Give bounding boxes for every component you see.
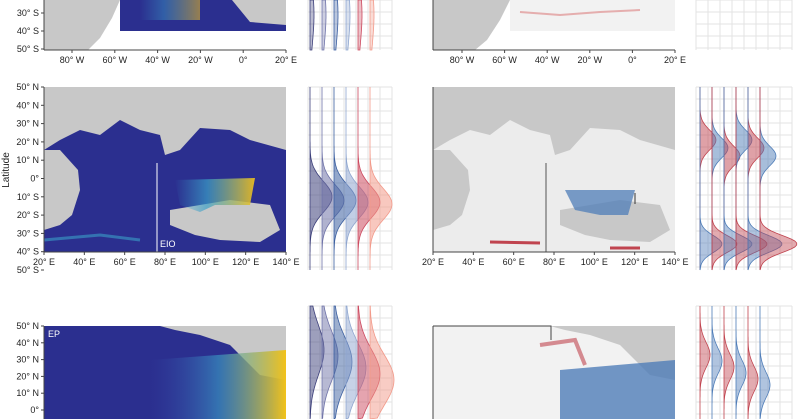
x-tick-label: 20° W xyxy=(188,55,213,65)
warm-patch xyxy=(175,178,255,212)
profile-series xyxy=(357,87,381,270)
y-tick-label: 30° S xyxy=(17,8,39,18)
anomaly-patch-blue xyxy=(560,360,675,419)
y-tick-label: 50° S xyxy=(17,265,39,275)
y-tick-label: 10° S xyxy=(17,192,39,202)
region-box xyxy=(433,325,552,340)
y-tick-label: 0° xyxy=(30,174,39,184)
profile-series xyxy=(747,87,783,271)
x-axis-ticks: 80° W 60° W 40° W 20° W 0° 20° E xyxy=(450,50,686,65)
y-tick-label: 40° N xyxy=(16,338,39,348)
y-tick-label: 10° N xyxy=(16,155,39,165)
map-panel-middle-right: 20° E 40° E 60° E 80° E 100° E 120° E 140° E xyxy=(422,87,689,267)
x-tick-label: 60° E xyxy=(114,257,136,267)
y-tick-label: 30° N xyxy=(16,355,39,365)
profile-series xyxy=(333,87,357,270)
profile-series xyxy=(723,306,735,419)
profile-series xyxy=(309,0,315,51)
x-tick-label: 100° E xyxy=(581,257,608,267)
profile-series xyxy=(369,87,393,270)
x-tick-label: 20° E xyxy=(422,257,444,267)
x-tick-label: 80° E xyxy=(543,257,565,267)
x-axis-ticks: 80° W 60° W 40° W 20° W 0° 20° E 30° S 40° S 50°… xyxy=(17,8,297,65)
x-tick-label: 80° E xyxy=(154,257,176,267)
y-tick-label: 40° S xyxy=(17,247,39,257)
map-panel-bottom-right xyxy=(432,325,675,419)
profile-series xyxy=(357,0,363,51)
y-axis-label: Latitude xyxy=(1,152,12,188)
region-label-eio: EIO xyxy=(160,239,176,249)
x-tick-label: 120° E xyxy=(232,257,259,267)
profile-series xyxy=(735,87,768,271)
profile-series xyxy=(345,87,369,270)
y-tick-label: 30° N xyxy=(16,119,39,129)
profile-series xyxy=(345,0,351,51)
profile-series xyxy=(333,0,339,51)
x-tick-label: 140° E xyxy=(661,257,688,267)
map-panel-middle-left: EIO 20° E 40° E 60° E 80° E 100° E 120° E 140°… xyxy=(16,82,299,275)
x-tick-label: 40° E xyxy=(462,257,484,267)
y-axis-ticks: 50° N 40° N 30° N 20° N 10° N 0° 10° S 20° S 30°… xyxy=(16,82,44,275)
profile-series xyxy=(747,306,759,419)
y-tick-label: 30° S xyxy=(17,228,39,238)
x-tick-label: 80° W xyxy=(60,55,85,65)
x-tick-label: 20° W xyxy=(577,55,602,65)
x-tick-label: 40° W xyxy=(145,55,170,65)
y-axis-ticks: 50° N 40° N 30° N 20° N 10° N 0° xyxy=(16,321,44,415)
land-africa xyxy=(44,150,80,230)
x-tick-label: 60° E xyxy=(503,257,525,267)
x-axis-ticks: 20° E 40° E 60° E 80° E 100° E 120° E 140° E xyxy=(33,252,300,267)
warm-patch xyxy=(150,350,286,419)
y-tick-label: 20° S xyxy=(17,210,39,220)
anomaly-patch-blue xyxy=(565,190,635,215)
profile-series xyxy=(723,87,753,271)
profile-series xyxy=(369,0,375,51)
y-tick-label: 50° N xyxy=(16,321,39,331)
x-tick-label: 40° W xyxy=(535,55,560,65)
anomaly-profiles xyxy=(699,87,798,419)
profile-series xyxy=(699,87,723,271)
profile-series xyxy=(711,306,723,419)
x-tick-label: 20° E xyxy=(33,257,55,267)
map-panel-top-left xyxy=(43,0,286,51)
x-tick-label: 0° xyxy=(628,55,637,65)
profile-series xyxy=(699,306,711,419)
profile-series xyxy=(321,87,345,270)
y-tick-label: 10° N xyxy=(16,388,39,398)
y-tick-label: 40° N xyxy=(16,100,39,110)
y-tick-label: 50° N xyxy=(16,82,39,92)
y-tick-label: 50° S xyxy=(17,44,39,54)
profile-series xyxy=(759,306,771,419)
x-tick-label: 20° E xyxy=(664,55,686,65)
y-tick-label: 20° N xyxy=(16,371,39,381)
x-tick-label: 140° E xyxy=(272,257,299,267)
profile-series xyxy=(735,306,747,419)
x-axis-ticks: 20° E 40° E 60° E 80° E 100° E 120° E 140° E xyxy=(422,252,689,267)
land-eurasia xyxy=(44,87,286,155)
y-tick-label: 0° xyxy=(30,405,39,415)
x-tick-label: 100° E xyxy=(192,257,219,267)
profile-series xyxy=(321,0,327,51)
x-tick-label: 60° W xyxy=(102,55,127,65)
x-tick-label: 60° W xyxy=(492,55,517,65)
profile-series xyxy=(759,87,798,271)
density-profiles xyxy=(309,0,395,419)
region-label-ep: EP xyxy=(48,329,60,339)
x-tick-label: 20° E xyxy=(275,55,297,65)
y-tick-label: 40° S xyxy=(17,26,39,36)
x-tick-label: 0° xyxy=(239,55,248,65)
x-tick-label: 40° E xyxy=(73,257,95,267)
map-panel-bottom-left: EP 50° N 40° N 30° N 20° N 10° N 0° xyxy=(16,321,286,419)
map-panel-top-right xyxy=(432,0,675,51)
profile-series xyxy=(369,305,395,419)
land-south-america xyxy=(44,0,120,50)
x-tick-label: 120° E xyxy=(621,257,648,267)
x-tick-label: 80° W xyxy=(450,55,475,65)
y-tick-label: 20° N xyxy=(16,137,39,147)
anomaly-profile-grid xyxy=(695,0,793,419)
